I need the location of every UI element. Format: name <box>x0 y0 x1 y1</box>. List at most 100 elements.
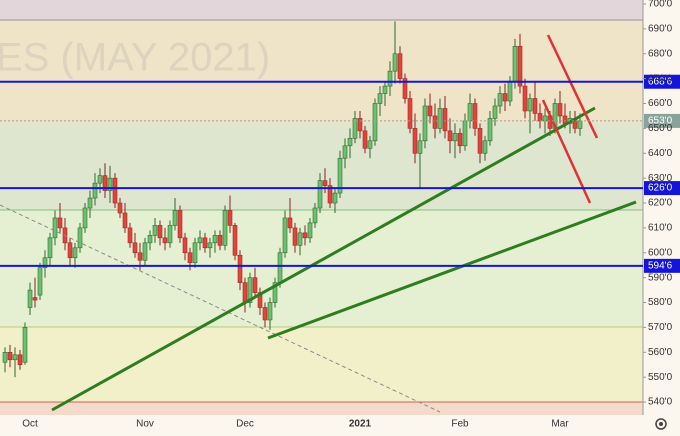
level-label: 626'0 <box>648 183 673 194</box>
candle-body <box>37 267 43 296</box>
settings-icon[interactable] <box>655 418 667 430</box>
candle-body <box>457 133 463 147</box>
candle-body <box>172 210 178 226</box>
candle-body <box>532 98 538 114</box>
candle-body <box>77 227 83 249</box>
candle-body <box>302 232 308 239</box>
candle-body <box>522 85 528 112</box>
candle-body <box>387 70 393 87</box>
y-tick-label: 700'0 <box>648 0 673 10</box>
y-tick-label: 670'0 <box>648 73 673 84</box>
candle-body <box>242 282 248 303</box>
level-label: 594'6 <box>648 260 673 271</box>
candle-body <box>417 140 423 154</box>
candle-body <box>67 242 73 259</box>
candle-body <box>527 98 533 112</box>
candle-body <box>272 282 278 303</box>
candle-body <box>267 302 273 321</box>
candle-body <box>402 78 408 99</box>
candle-body <box>12 354 18 361</box>
y-tick-label: 620'0 <box>648 198 673 209</box>
candle-body <box>42 257 48 269</box>
candle-body <box>157 225 163 239</box>
candle-body <box>347 138 353 147</box>
candle-body <box>137 252 143 261</box>
y-tick-label: 560'0 <box>648 347 673 358</box>
candle-body <box>542 115 548 122</box>
level-label-box <box>644 181 680 196</box>
candle-body <box>377 93 383 104</box>
candle-body <box>292 227 298 246</box>
price-axis <box>643 0 680 415</box>
candle-body <box>362 130 368 149</box>
level-label-box <box>644 113 680 128</box>
candle-body <box>337 157 343 194</box>
y-tick-label: 660'0 <box>648 98 673 109</box>
candle-body <box>117 202 123 214</box>
candle-body <box>177 210 183 239</box>
candle-body <box>382 85 388 94</box>
candle-body <box>87 197 93 209</box>
level-label-box <box>644 258 680 273</box>
candle-body <box>197 237 203 244</box>
candle-body <box>282 217 288 254</box>
candle-body <box>422 105 428 142</box>
candle-body <box>407 98 413 129</box>
level-label-box <box>644 74 680 89</box>
watermark: ES (MAY 2021) <box>0 36 270 80</box>
candle-body <box>202 237 208 249</box>
trend-lines <box>0 34 637 413</box>
candle-body <box>102 175 108 191</box>
candle-body <box>142 242 148 261</box>
candle-body <box>187 252 193 264</box>
candle-body <box>512 45 518 82</box>
candle-body <box>82 207 88 229</box>
candle-body <box>392 53 398 72</box>
candle-body <box>507 80 513 102</box>
y-tick-label: 540'0 <box>648 397 673 408</box>
y-tick-label: 630'0 <box>648 173 673 184</box>
candle-body <box>17 354 23 366</box>
candle-body <box>367 140 373 149</box>
candle-body <box>252 277 258 293</box>
x-tick-label: Oct <box>22 419 38 430</box>
candle-body <box>132 242 138 254</box>
level-label: 653'0 <box>648 116 673 127</box>
candle-body <box>107 177 113 191</box>
candle-body <box>482 140 488 154</box>
candle-body <box>477 128 483 154</box>
y-tick-label: 640'0 <box>648 148 673 159</box>
candle-body <box>257 292 263 308</box>
candle-body <box>492 105 498 119</box>
candle-body <box>232 225 238 256</box>
candle-body <box>97 175 103 184</box>
candle-body <box>577 120 583 129</box>
candle-body <box>92 182 98 199</box>
candle-body <box>182 237 188 254</box>
candle-body <box>497 93 503 107</box>
candle-body <box>57 217 63 229</box>
candle-body <box>312 207 318 224</box>
candle-body <box>427 105 433 117</box>
level-label: 668'6 <box>648 76 673 87</box>
candle-body <box>342 145 348 159</box>
y-tick-label: 550'0 <box>648 372 673 383</box>
y-tick-label: 600'0 <box>648 247 673 258</box>
candle-body <box>372 103 378 142</box>
candle-body <box>437 108 443 129</box>
x-tick-label: Feb <box>451 419 469 430</box>
candle-body <box>432 115 438 129</box>
candle-body <box>112 177 118 204</box>
candle-body <box>217 235 223 246</box>
candle-body <box>47 237 53 259</box>
candle-body <box>147 235 153 244</box>
candle-body <box>462 120 468 147</box>
candle-body <box>537 113 543 122</box>
y-tick-label: 650'0 <box>648 123 673 134</box>
candle-body <box>227 210 233 226</box>
y-tick-label: 610'0 <box>648 223 673 234</box>
candle-body <box>472 103 478 129</box>
candle-body <box>72 247 78 259</box>
x-tick-label: Nov <box>136 419 154 430</box>
